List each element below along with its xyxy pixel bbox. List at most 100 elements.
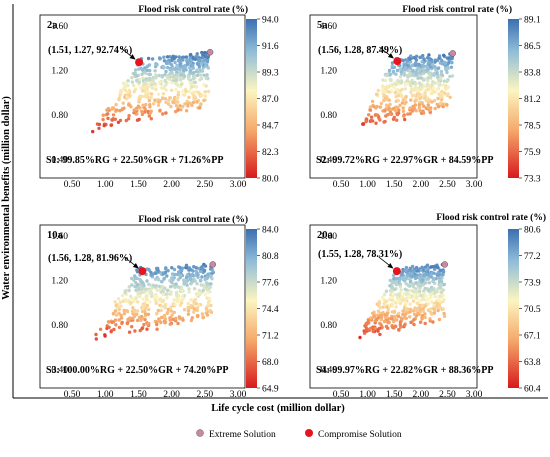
scatter-point <box>427 281 432 285</box>
scatter-point <box>404 282 408 286</box>
scatter-point <box>423 89 428 93</box>
scatter-point <box>429 300 433 304</box>
scatter-point <box>146 56 151 61</box>
scatter-point <box>447 56 451 60</box>
scatter-point <box>130 80 135 84</box>
scatter-point <box>101 113 106 117</box>
scatter-point <box>415 308 419 313</box>
scatter-point <box>150 286 154 290</box>
scatter-point <box>184 109 189 113</box>
scatter-point <box>161 292 165 296</box>
scatter-point <box>416 269 420 273</box>
scatter-point <box>197 303 201 308</box>
scatter-point <box>418 85 422 89</box>
x-tick-label: 2.00 <box>163 390 180 400</box>
scatter-point <box>206 66 210 70</box>
colorbar-tick-label: 84.7 <box>262 122 279 132</box>
scatter-point <box>200 266 205 271</box>
scatter-point <box>448 95 452 100</box>
scatter-point <box>153 297 157 301</box>
scatter-point <box>410 264 415 269</box>
scatter-point <box>154 284 158 288</box>
scatter-point <box>380 84 385 88</box>
scatter-point <box>119 313 123 318</box>
scatter-point <box>412 318 416 322</box>
scatter-point <box>435 58 440 63</box>
scatter-point <box>130 316 135 321</box>
scatter-point <box>205 296 209 300</box>
scatter-point <box>176 58 181 63</box>
scatter-point <box>382 98 386 103</box>
scatter-point <box>422 281 427 285</box>
scatter-point <box>394 82 398 87</box>
scatter-point <box>146 90 150 94</box>
scatter-point <box>206 290 211 294</box>
scatter-point <box>203 90 207 94</box>
scatter-point <box>393 315 397 319</box>
scatter-point <box>398 323 402 327</box>
colorbar-tick-label: 94.0 <box>262 16 279 26</box>
compromise-solution-marker <box>393 57 402 66</box>
scatter-point <box>393 287 397 292</box>
scatter-point <box>433 295 437 299</box>
scatter-cloud <box>91 50 211 134</box>
scatter-point <box>408 315 412 319</box>
scatter-point <box>165 288 170 293</box>
scatter-point <box>367 113 371 117</box>
scatter-point <box>193 298 198 302</box>
scatter-point <box>123 289 128 293</box>
scatter-point <box>206 55 210 59</box>
colorbar-title: Flood risk control rate (%) <box>436 212 546 223</box>
scatter-point <box>374 106 378 110</box>
scatter-point <box>165 59 170 63</box>
scatter-point <box>439 282 443 287</box>
scatter-point <box>197 288 201 293</box>
scatter-point <box>170 313 174 317</box>
scatter-point <box>124 297 128 302</box>
scatter-point <box>139 86 143 90</box>
scatter-point <box>114 323 118 327</box>
scatter-point <box>174 87 178 92</box>
scatter-point <box>387 317 391 321</box>
compromise-arrow-head <box>132 263 139 269</box>
scatter-point <box>437 280 442 284</box>
scatter-point <box>203 64 208 68</box>
scatter-point <box>381 311 385 315</box>
scatter-point <box>144 294 148 299</box>
scatter-point <box>165 292 169 296</box>
scatter-point <box>152 102 156 106</box>
scatter-point <box>177 285 181 289</box>
colorbar-tick-label: 75.9 <box>524 148 541 158</box>
scatter-point <box>395 118 399 122</box>
scatter-point <box>399 288 403 292</box>
scatter-point <box>403 117 407 122</box>
scatter-point <box>383 109 387 113</box>
scatter-point <box>397 311 401 316</box>
scatter-point <box>369 118 373 123</box>
scatter-point <box>125 95 129 99</box>
scatter-point <box>110 320 114 324</box>
scatter-point <box>368 105 373 109</box>
scatter-point <box>179 301 184 305</box>
scatter-point <box>107 320 111 324</box>
scatter-point <box>426 103 430 107</box>
scatter-point <box>134 276 138 281</box>
scatter-point <box>158 108 162 113</box>
scatter-point <box>166 307 170 312</box>
scatter-point <box>398 79 402 84</box>
x-tick-label: 0.50 <box>333 180 350 190</box>
scatter-point <box>131 306 135 310</box>
scatter-point <box>390 89 394 93</box>
scatter-point <box>412 269 416 274</box>
scatter-point <box>408 57 412 61</box>
scatter-point <box>195 52 199 56</box>
scatter-point <box>419 55 424 59</box>
scatter-point <box>186 278 190 282</box>
scatter-point <box>130 276 134 281</box>
scatter-point <box>167 98 171 103</box>
scatter-point <box>380 313 384 318</box>
scatter-point <box>189 298 194 302</box>
scatter-point <box>120 294 125 298</box>
scatter-point <box>368 326 373 331</box>
y-tick-label: 1.60 <box>51 232 68 242</box>
